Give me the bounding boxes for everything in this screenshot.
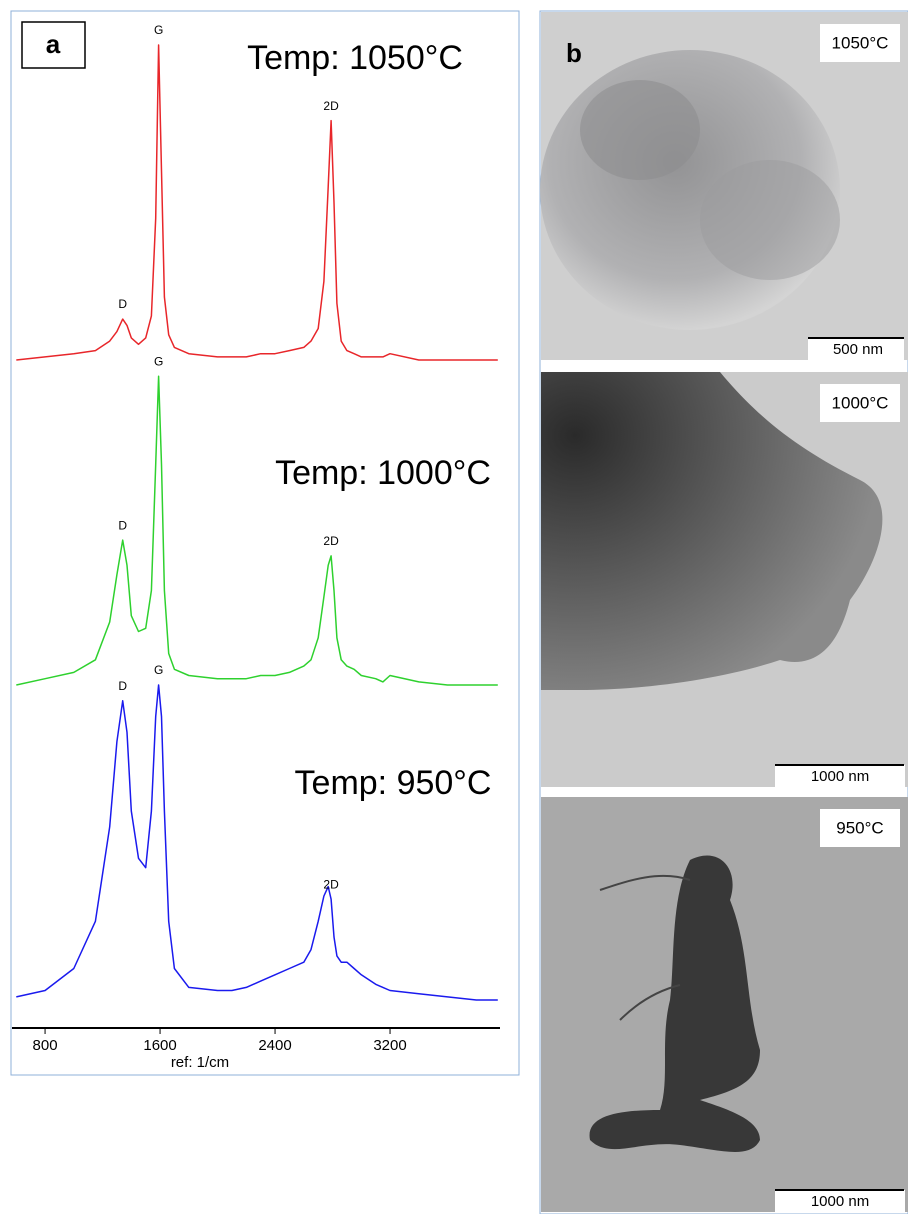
temperature-label: 1000°C: [832, 393, 889, 412]
series-label: Temp: 1050°C: [247, 39, 463, 77]
panel-frame: [11, 11, 519, 1075]
panel-label: a: [46, 29, 61, 59]
peak-label: 2D: [323, 877, 339, 891]
panel-label: b: [566, 38, 582, 68]
scale-bar-label: 500 nm: [833, 341, 883, 358]
figure: a ref: 1/cm 800 1600 2400 3200 Temp: 1050°C D…: [0, 0, 908, 1214]
x-axis-label: ref: 1/cm: [171, 1054, 229, 1071]
peak-label: G: [154, 23, 163, 37]
plot: 800 1600 2400 3200 Temp: 1050°C D G 2D Temp: 100…: [16, 23, 498, 1054]
scale-bar-label: 1000 nm: [811, 768, 869, 785]
peak-label: G: [154, 663, 163, 677]
tem-flakes: [580, 80, 700, 180]
scale-bar-label: 1000 nm: [811, 1193, 869, 1210]
x-tick-label: 2400: [258, 1037, 291, 1054]
series-label: Temp: 950°C: [295, 764, 492, 802]
spectrum-line: [16, 376, 498, 685]
temperature-label: 950°C: [836, 818, 883, 837]
peak-label: D: [118, 297, 127, 311]
x-tick-label: 1600: [143, 1037, 176, 1054]
peak-label: 2D: [323, 99, 339, 113]
peak-label: D: [118, 518, 127, 532]
x-tick-label: 800: [33, 1037, 58, 1054]
peak-label: D: [118, 679, 127, 693]
spectrum-line: [16, 45, 498, 360]
x-tick-label: 3200: [373, 1037, 406, 1054]
temperature-label: 1050°C: [832, 33, 889, 52]
peak-label: 2D: [323, 534, 339, 548]
spectrum-line: [16, 685, 498, 1000]
peak-label: G: [154, 354, 163, 368]
tem-flakes: [700, 160, 840, 280]
series-label: Temp: 1000°C: [275, 454, 491, 492]
